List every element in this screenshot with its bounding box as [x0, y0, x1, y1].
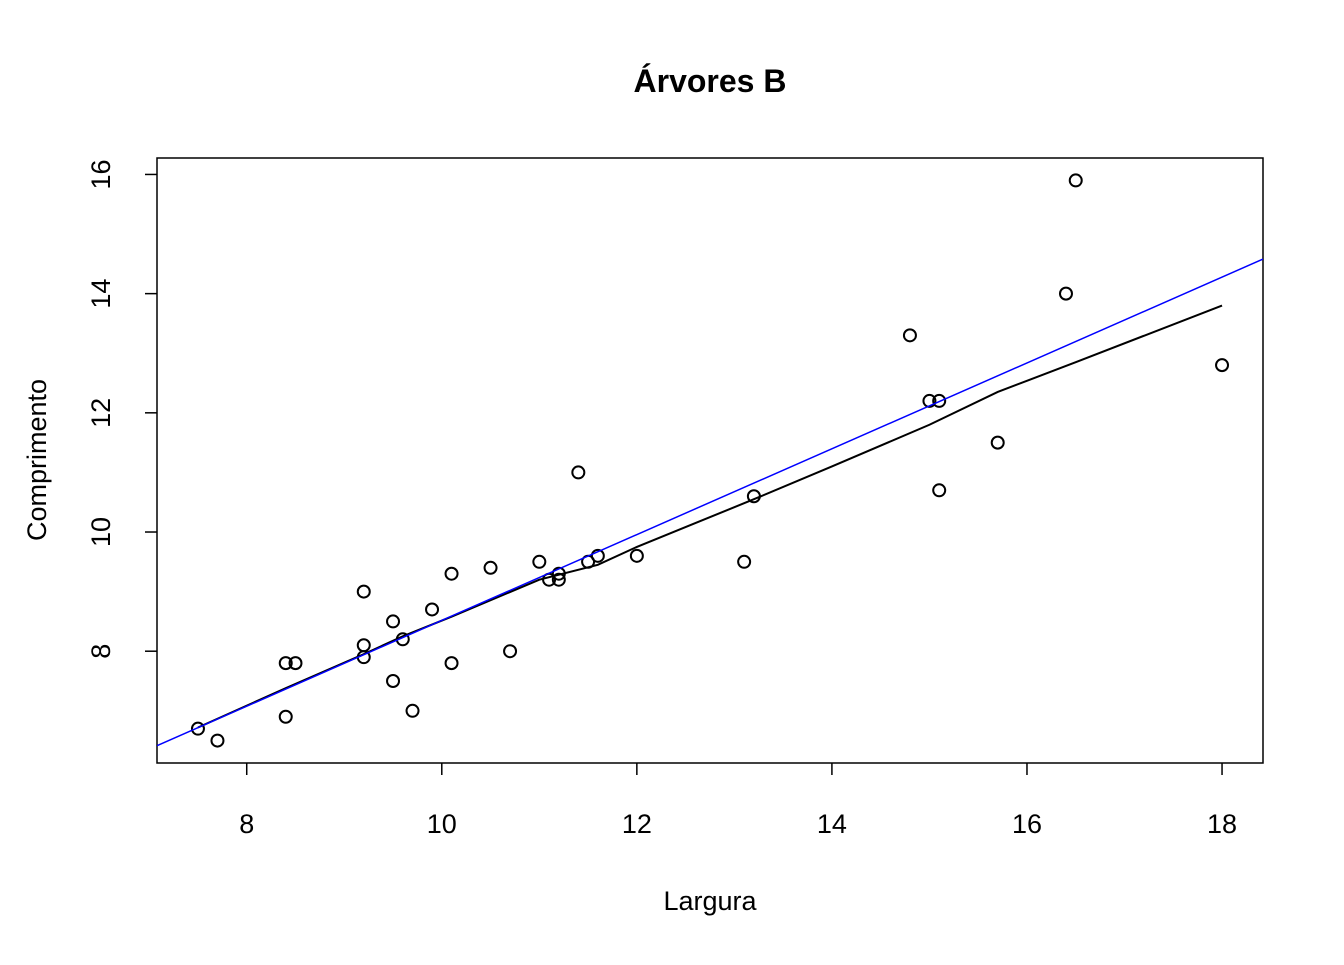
point [1215, 358, 1230, 373]
plot-area [157, 173, 1263, 748]
y-tick-label: 10 [86, 517, 116, 547]
y-tick-label: 14 [86, 279, 116, 309]
point [288, 656, 303, 671]
point [932, 483, 947, 498]
point [922, 393, 937, 408]
y-tick-label: 12 [86, 398, 116, 428]
point [425, 602, 440, 617]
x-tick-label: 16 [1012, 809, 1042, 839]
regression-line [157, 258, 1263, 747]
point [386, 614, 401, 629]
point [405, 703, 420, 718]
point [444, 656, 459, 671]
x-tick-label: 10 [427, 809, 457, 839]
point [990, 435, 1005, 450]
x-tick-label: 18 [1207, 809, 1237, 839]
x-tick-label: 12 [622, 809, 652, 839]
point [356, 584, 371, 599]
point [278, 656, 293, 671]
point [571, 465, 586, 480]
point [629, 548, 644, 563]
y-tick-label: 16 [86, 159, 116, 189]
point [551, 572, 566, 587]
x-tick-label: 8 [239, 809, 254, 839]
point [190, 721, 205, 736]
point [386, 673, 401, 688]
point [902, 328, 917, 343]
point [1058, 286, 1073, 301]
point [532, 554, 547, 569]
point [737, 554, 752, 569]
chart-title: Árvores B [634, 63, 787, 99]
y-tick-label: 8 [86, 644, 116, 659]
point [278, 709, 293, 724]
x-axis-label: Largura [663, 886, 757, 916]
y-axis-label: Comprimento [22, 379, 52, 541]
point [590, 548, 605, 563]
point [210, 733, 225, 748]
point [1068, 173, 1083, 188]
point [503, 644, 518, 659]
plot-frame [156, 157, 1264, 764]
point [932, 393, 947, 408]
point [483, 560, 498, 575]
x-tick-label: 14 [817, 809, 847, 839]
point [444, 566, 459, 581]
